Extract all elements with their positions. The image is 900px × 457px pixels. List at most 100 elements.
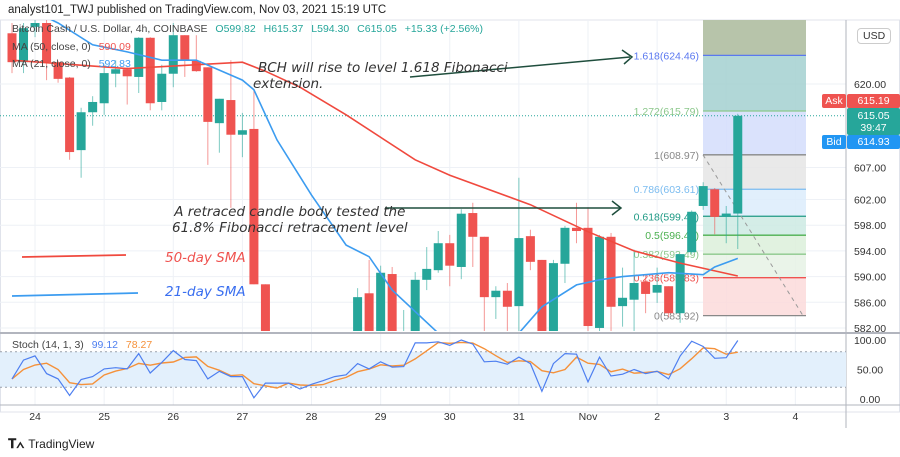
- candle: [260, 284, 270, 331]
- bar-countdown: 39:47: [860, 121, 887, 134]
- fib-zone: [703, 111, 806, 155]
- fib-zone: [703, 154, 806, 190]
- stoch-label: Stoch (14, 1, 3): [12, 339, 84, 351]
- candle-body: [537, 259, 547, 331]
- ma50-line: [11, 59, 738, 277]
- tradingview-logo[interactable]: 𝐓∧ TradingView: [8, 436, 94, 452]
- candle: [203, 67, 213, 165]
- candle-body: [664, 286, 674, 314]
- stoch-k-line: [11, 339, 739, 399]
- candle-body: [30, 23, 40, 27]
- candle-body: [687, 211, 697, 253]
- bch-arrow-head: [621, 49, 634, 65]
- candle: [249, 89, 259, 285]
- candle: [698, 182, 708, 210]
- candle-body: [583, 227, 593, 327]
- candle-body: [214, 98, 224, 124]
- stoch-legend[interactable]: Stoch (14, 1, 3) 99.12 78.27: [12, 339, 157, 351]
- candle: [7, 23, 17, 74]
- candle-body: [7, 33, 17, 63]
- ohlc-change: +15.33 (+2.56%): [404, 23, 484, 35]
- time-axis-label: 31: [513, 411, 525, 423]
- candle: [664, 286, 674, 318]
- candle: [237, 112, 247, 158]
- candle: [618, 267, 628, 327]
- stoch-d-line: [11, 341, 738, 389]
- candle: [88, 96, 98, 126]
- stoch-d-value: 78.27: [125, 339, 153, 351]
- candle-body: [468, 213, 478, 237]
- time-axis-label: 26: [167, 411, 179, 423]
- stoch-band: [0, 351, 846, 388]
- ohlc-close: C615.05: [357, 23, 397, 35]
- bid-price: 614.93: [847, 135, 900, 149]
- time-axis-label: 27: [237, 411, 249, 423]
- candle-body: [641, 281, 651, 294]
- candle-body: [514, 238, 524, 307]
- time-axis-label: 2: [654, 411, 660, 423]
- candle-body: [652, 284, 662, 293]
- fib-level-label: 0(583.92): [654, 311, 699, 323]
- candle-body: [260, 284, 270, 331]
- candle: [214, 98, 224, 153]
- currency-button[interactable]: USD: [857, 28, 892, 44]
- candle: [180, 35, 190, 77]
- candle-body: [721, 213, 731, 217]
- ma50-label: MA (50, close, 0): [12, 41, 91, 53]
- candle: [364, 259, 374, 331]
- candle: [30, 20, 40, 38]
- candle-body: [88, 101, 98, 113]
- candle: [410, 272, 420, 331]
- candle-body: [525, 236, 535, 262]
- ma21-legend[interactable]: MA (21, close, 0) 592.83: [12, 58, 136, 70]
- tradingview-icon: 𝐓∧: [8, 436, 25, 451]
- fib-zone: [703, 277, 806, 316]
- candle: [445, 234, 455, 287]
- candle: [571, 202, 581, 244]
- candle-body: [560, 227, 570, 264]
- candle-body: [445, 243, 455, 266]
- candle: [191, 35, 201, 72]
- sma21-annotation: 21-day SMA: [165, 284, 246, 300]
- retrace-annotation-line1: A retraced candle body tested the: [174, 204, 406, 220]
- candle-body: [42, 23, 52, 63]
- candle-body: [387, 274, 397, 331]
- time-axis-label: 30: [444, 411, 456, 423]
- time-axis-label: 4: [792, 411, 798, 423]
- price-axis-label: 602.00: [854, 195, 886, 207]
- candle: [548, 259, 558, 331]
- candle-body: [433, 243, 443, 271]
- candle: [168, 23, 178, 88]
- candle: [76, 107, 86, 178]
- candle-body: [456, 213, 466, 267]
- candle-body: [502, 290, 512, 307]
- last-price: 615.05: [857, 109, 890, 122]
- candle: [641, 274, 651, 314]
- fib-zone: [703, 235, 806, 255]
- candle-body: [134, 37, 144, 77]
- candle-body: [364, 293, 374, 331]
- candle-body: [111, 69, 121, 74]
- price-axis-label: 598.00: [854, 220, 886, 232]
- candle: [525, 229, 535, 271]
- candle: [122, 67, 132, 105]
- fib-zone: [703, 254, 806, 278]
- bch-annotation: BCH will rise to level 1.618 Fibonacci e…: [253, 60, 508, 92]
- fib-zone: [703, 189, 806, 217]
- price-axis-label: 586.00: [854, 297, 886, 309]
- ma50-legend[interactable]: MA (50, close, 0) 590.09: [12, 41, 136, 53]
- ask-price: 615.19: [847, 94, 900, 108]
- candle: [226, 60, 236, 208]
- candle-body: [180, 35, 190, 61]
- ma50-value: 590.09: [98, 41, 131, 53]
- stoch-axis-label: 50.00: [857, 365, 883, 377]
- candle-body: [376, 272, 386, 331]
- candle: [595, 234, 605, 331]
- candle: [456, 209, 466, 280]
- candle-body: [157, 73, 167, 102]
- candle: [42, 20, 52, 81]
- fib-zone: [703, 55, 806, 112]
- candle-body: [698, 186, 708, 206]
- candle-body: [629, 283, 639, 300]
